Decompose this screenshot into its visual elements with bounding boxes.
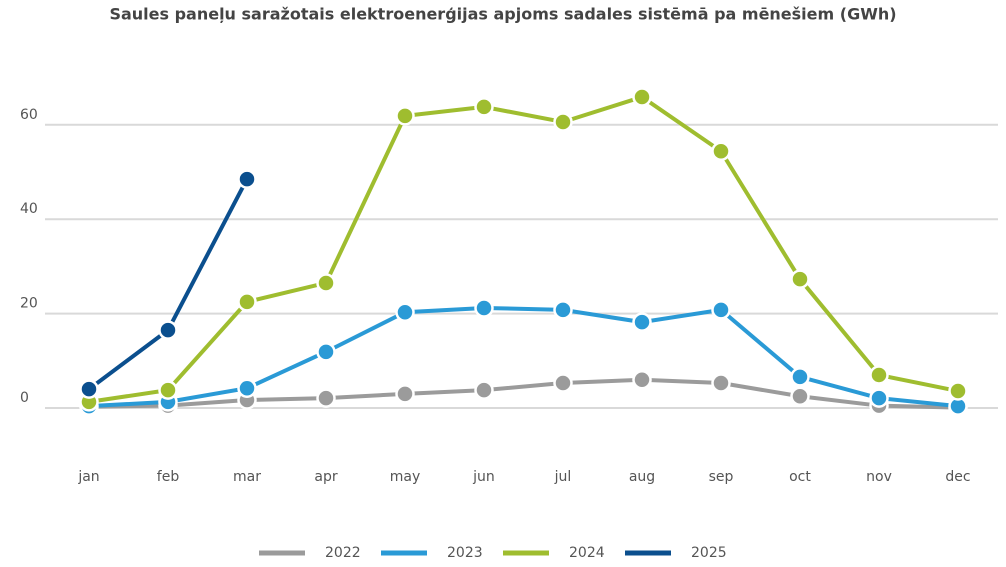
data-point [553,373,573,393]
x-tick-label: mar [233,469,261,485]
x-tick-label: jun [472,469,495,485]
data-point [316,273,336,293]
data-point [790,367,810,387]
data-point [158,380,178,400]
legend-label: 2025 [691,545,727,561]
x-tick-label: apr [314,469,337,485]
series-line [88,94,959,404]
data-point [632,312,652,332]
data-point [474,97,494,117]
data-point [711,141,731,161]
x-tick-label: jul [554,469,572,485]
data-point [237,292,257,312]
data-point [474,380,494,400]
data-point [395,106,415,126]
legend-label: 2024 [569,545,605,561]
chart-title: Saules paneļu saražotais elektroenerģija… [109,5,896,24]
x-tick-label: aug [629,469,655,485]
y-tick-label: 40 [20,201,38,217]
x-tick-label: dec [945,469,970,485]
series-line [87,178,249,391]
x-tick-label: sep [709,469,734,485]
data-point [395,384,415,404]
data-point [316,342,336,362]
data-point [316,388,336,408]
y-tick-label: 60 [20,107,38,123]
data-point [553,112,573,132]
series-line [88,377,959,410]
legend-label: 2023 [447,545,483,561]
series-line [88,305,959,409]
data-point [711,373,731,393]
data-point [237,169,257,189]
data-point [632,87,652,107]
data-point [790,386,810,406]
data-point [237,378,257,398]
x-tick-label: nov [866,469,892,485]
y-tick-label: 20 [20,296,38,312]
y-tick-label: 0 [20,390,29,406]
data-point [79,379,99,399]
x-tick-label: jan [77,469,99,485]
data-point [553,300,573,320]
data-point [395,302,415,322]
data-point [711,300,731,320]
data-point [632,369,652,390]
data-point [869,365,889,385]
x-tick-label: oct [789,469,811,485]
data-point [474,298,494,318]
data-point [869,388,889,408]
data-point [790,269,810,289]
data-point [948,381,968,401]
x-tick-label: feb [157,469,180,485]
legend-label: 2022 [325,545,361,561]
x-tick-label: may [390,469,421,485]
data-point [158,320,178,340]
